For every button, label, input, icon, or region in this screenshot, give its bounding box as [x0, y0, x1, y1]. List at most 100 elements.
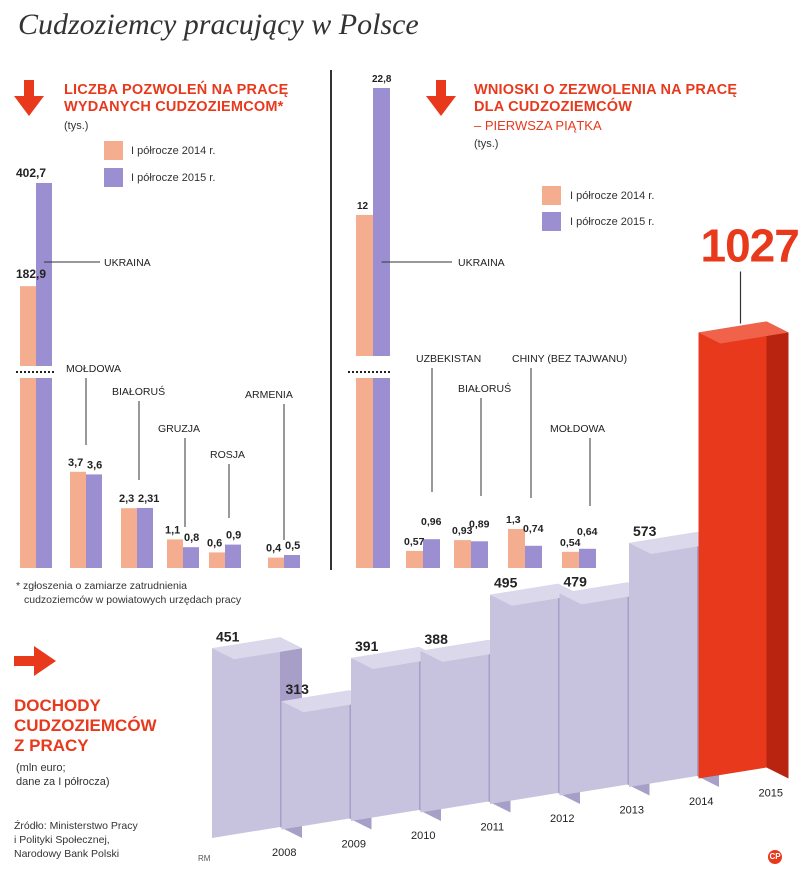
value-label-2014: 573 [633, 523, 657, 539]
bar-2014-rosja [209, 552, 225, 568]
source-line-3: Narodowy Bank Polski [14, 848, 120, 860]
bar-2014-mołdowa [562, 551, 579, 568]
category-label-rosja: ROSJA [210, 449, 245, 461]
value-label-2015-białoruś: 2,31 [138, 493, 159, 505]
value-label-2013: 479 [564, 573, 588, 589]
value-label-2015-gruzja: 0,8 [184, 532, 199, 544]
bar-2015-chiny-bez-tajwanu- [525, 545, 542, 568]
bar-top-2010 [351, 647, 441, 670]
footnote-line-1: * zgłoszenia o zamiarze zatrudnienia [16, 580, 188, 592]
left-chart-title-2: WYDANYCH CUDZOZIEMCOM* [64, 99, 284, 115]
category-label-chiny-bez-tajwanu-: CHINY (BEZ TAJWANU) [512, 353, 627, 365]
income-unit-2: dane za I półrocza) [16, 776, 110, 788]
bar-2015-ukraina-upper [36, 183, 52, 366]
bar-2014-gruzja [167, 539, 183, 568]
category-label-uzbekistan: UZBEKISTAN [416, 353, 481, 365]
income-title-3: Z PRACY [14, 736, 89, 755]
chart-left-svg: 182,9 402,7 UKRAINA 3,7 3,6 2,3 2,31 1,1 0,8 0,6 0… [16, 166, 300, 568]
category-label-białoruś: BIAŁORUŚ [458, 382, 511, 395]
bar-front-2010 [351, 647, 419, 821]
bar-2015-ukraina-upper [373, 88, 390, 356]
value-label-2015-ukraina: 22,8 [372, 74, 392, 85]
bar-2015-rosja [225, 544, 241, 568]
bar-top-2011 [420, 639, 511, 662]
bar-top-2008 [212, 637, 302, 660]
value-label-2015-ukraina: 402,7 [16, 166, 46, 180]
source-line-2: i Polityki Społecznej, [14, 834, 110, 846]
year-label-2015: 2015 [759, 788, 783, 800]
value-label-2015-białoruś: 0,89 [469, 518, 490, 530]
bar-2015-białoruś [471, 541, 488, 568]
value-label-2015-rosja: 0,9 [226, 530, 241, 542]
legend-swatch-2014 [104, 141, 123, 160]
arrow-down-icon [14, 80, 44, 116]
bar-top-2012 [490, 583, 580, 606]
value-label-2012: 495 [494, 575, 518, 591]
value-label-2010: 391 [355, 638, 379, 654]
category-label-mołdowa: MOŁDOWA [550, 423, 605, 435]
bar-2014-chiny-bez-tajwanu- [508, 529, 525, 568]
income-unit-1: (mln euro; [16, 762, 66, 774]
bar-front-2013 [559, 582, 628, 796]
bar-2014-mołdowa [70, 471, 86, 568]
year-label-2009: 2009 [342, 839, 366, 851]
value-label-2008: 451 [216, 628, 240, 644]
bar-top-2014 [629, 532, 719, 555]
value-label-2015-chiny-bez-tajwanu-: 0,74 [523, 523, 544, 535]
legend-swatch-2014 [542, 186, 561, 205]
bar-2014-uzbekistan [406, 550, 423, 568]
category-label-armenia: ARMENIA [245, 389, 293, 401]
value-label-2015-armenia: 0,5 [285, 540, 300, 552]
bar-front-2011 [420, 639, 489, 813]
bar-2014-ukraina-upper [20, 286, 36, 366]
bar-2014-białoruś [121, 508, 137, 568]
chart-right-svg: 12 22,8 UKRAINA 0,57 0,96 0,930,89 1,30,74 0,54… [348, 74, 627, 568]
source-line-1: Źródło: Ministerstwo Pracy [14, 820, 138, 832]
bar-top-2013 [559, 582, 650, 605]
year-label-2008: 2008 [272, 847, 296, 859]
category-label-ukraina: UKRAINA [104, 257, 151, 269]
category-label-ukraina: UKRAINA [458, 257, 505, 269]
value-label-2015-mołdowa: 3,6 [87, 459, 102, 471]
value-label-2014-mołdowa: 0,54 [560, 537, 581, 549]
bar-top-2009 [281, 690, 372, 713]
footnote-line-2: cudzoziemców w powiatowych urzędach prac… [24, 594, 242, 606]
arrow-right-icon [14, 646, 56, 676]
value-label-2015: 1027 [701, 219, 799, 271]
category-label-gruzja: GRUZJA [158, 423, 200, 435]
legend-label-2014: I półrocze 2014 r. [570, 190, 655, 202]
category-label-mołdowa: MOŁDOWA [66, 363, 121, 375]
right-chart-unit: (tys.) [474, 138, 499, 150]
year-label-2014: 2014 [689, 796, 713, 808]
bar-2015-białoruś [137, 507, 153, 568]
legend-swatch-2015 [104, 168, 123, 187]
value-label-2015-uzbekistan: 0,96 [421, 516, 442, 528]
page-title: Cudzoziemcy pracujący w Polsce [18, 8, 419, 41]
legend-swatch-2015 [542, 212, 561, 231]
year-label-2013: 2013 [620, 805, 644, 817]
bar-2015-mołdowa [579, 548, 596, 568]
value-label-2014-armenia: 0,4 [266, 543, 282, 555]
bar-top-2015 [698, 321, 789, 344]
value-label-2014-rosja: 0,6 [207, 537, 222, 549]
value-label-2014-gruzja: 1,1 [165, 524, 180, 536]
bar-2014-armenia [268, 557, 284, 568]
right-chart-title-1: WNIOSKI O ZEZWOLENIA NA PRACĘ [474, 82, 738, 98]
value-label-2014-chiny-bez-tajwanu-: 1,3 [506, 514, 521, 526]
year-label-2010: 2010 [411, 830, 435, 842]
value-label-2011: 388 [425, 631, 449, 647]
right-chart-title-2: DLA CUDZOZIEMCÓW [474, 99, 633, 115]
bar-2014-ukraina [20, 378, 36, 568]
year-label-2012: 2012 [550, 813, 574, 825]
income-title-1: DOCHODY [14, 696, 101, 715]
author-initials: RM [198, 854, 211, 863]
bar-2014-białoruś [454, 540, 471, 568]
value-label-2014-białoruś: 2,3 [119, 493, 134, 505]
value-label-2014-mołdowa: 3,7 [68, 457, 83, 469]
category-label-białoruś: BIAŁORUŚ [112, 385, 165, 398]
left-chart-unit: (tys.) [64, 120, 89, 132]
bar-2015-uzbekistan [423, 539, 440, 568]
bar-2014-ukraina-upper [356, 214, 373, 356]
